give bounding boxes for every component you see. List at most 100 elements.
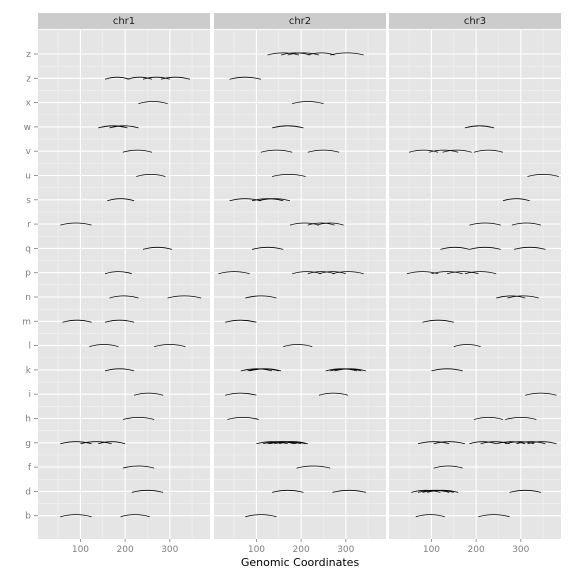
- arc: [505, 441, 535, 445]
- arc: [142, 76, 170, 80]
- facet-chr2: chr2: [214, 13, 386, 539]
- arc: [525, 392, 557, 396]
- y-tick-label: h: [25, 415, 31, 425]
- y-tick-label: m: [22, 317, 31, 327]
- arc: [433, 465, 463, 469]
- arc: [464, 271, 497, 275]
- arc: [109, 125, 139, 129]
- facet-panels: chr1 chr2 chr3: [38, 13, 561, 539]
- facet-strip: [389, 13, 561, 29]
- arc: [89, 344, 119, 347]
- arc: [292, 101, 324, 104]
- arc: [469, 222, 501, 226]
- arc: [260, 149, 293, 153]
- arc: [280, 52, 311, 56]
- y-tick-label: b: [25, 512, 31, 522]
- x-tick-label: 300: [512, 545, 529, 555]
- arc: [267, 52, 300, 56]
- arc: [60, 222, 92, 226]
- facet-strip-label: chr2: [289, 16, 311, 27]
- facet-strip-label: chr3: [464, 16, 486, 27]
- y-tick-label: u: [25, 172, 31, 182]
- arc: [473, 417, 504, 420]
- facet-chr1: chr1: [38, 13, 210, 539]
- arc: [469, 441, 497, 445]
- arc: [411, 489, 441, 493]
- arc: [283, 344, 313, 347]
- arc: [60, 441, 92, 445]
- arc: [278, 441, 308, 445]
- arc: [131, 489, 164, 493]
- x-tick-label: 200: [293, 545, 310, 555]
- arc: [511, 222, 542, 226]
- arc: [133, 392, 164, 396]
- arc: [60, 514, 92, 518]
- arc: [225, 319, 257, 323]
- arc: [318, 392, 349, 396]
- arc: [513, 246, 546, 250]
- arc: [245, 295, 277, 299]
- arc: [334, 368, 367, 372]
- arc: [433, 441, 466, 445]
- arc: [426, 489, 459, 493]
- arc: [307, 222, 335, 226]
- x-tick-label: 300: [337, 545, 354, 555]
- y-tick-label: k: [26, 366, 32, 376]
- arc: [122, 149, 153, 153]
- y-tick-label: r: [27, 220, 31, 230]
- arc: [98, 125, 128, 129]
- arc: [453, 344, 481, 347]
- arc: [271, 489, 304, 493]
- arc: [422, 319, 454, 323]
- arc: [330, 52, 364, 56]
- arc: [417, 441, 450, 445]
- arc: [469, 246, 501, 250]
- arc: [307, 271, 335, 275]
- arc: [218, 271, 250, 275]
- arc: [292, 271, 322, 275]
- facet-strip: [38, 13, 210, 29]
- arc: [104, 271, 132, 275]
- y-tick-label: w: [24, 123, 31, 133]
- arc: [464, 125, 495, 129]
- arc: [127, 76, 153, 80]
- arc: [160, 76, 191, 80]
- arc: [316, 222, 344, 226]
- arc: [62, 319, 92, 323]
- y-tick-label: n: [25, 293, 31, 303]
- arc: [431, 271, 463, 275]
- arc: [505, 417, 537, 420]
- y-tick-label: i: [28, 390, 31, 400]
- arc: [527, 441, 557, 445]
- panel-background: [389, 30, 561, 539]
- arc: [225, 392, 257, 396]
- facet-strip: [214, 13, 386, 29]
- arc: [80, 441, 112, 445]
- y-tick-label: g: [25, 439, 31, 449]
- arc: [289, 222, 320, 226]
- y-tick-label: z: [26, 74, 31, 84]
- arc: [227, 417, 259, 420]
- y-tick-label: z: [26, 50, 31, 60]
- arc: [332, 489, 366, 493]
- x-tick-label: 200: [117, 545, 134, 555]
- arc: [442, 149, 472, 153]
- arc: [446, 271, 479, 275]
- arc: [415, 514, 445, 518]
- y-tick-label: x: [26, 99, 32, 109]
- arc: [258, 198, 291, 202]
- arc: [109, 295, 139, 299]
- arc: [502, 198, 530, 202]
- arc: [167, 295, 202, 299]
- arc: [440, 246, 470, 250]
- y-tick-label: l: [28, 342, 31, 352]
- arc: [496, 441, 526, 445]
- arc: [307, 149, 340, 153]
- x-tick-label: 100: [72, 545, 89, 555]
- arc: [122, 417, 155, 420]
- x-tick-label: 300: [161, 545, 178, 555]
- arc: [104, 319, 135, 323]
- x-axis-title: Genomic Coordinates: [241, 556, 360, 569]
- panel-background: [214, 30, 386, 539]
- x-tick-label: 100: [423, 545, 440, 555]
